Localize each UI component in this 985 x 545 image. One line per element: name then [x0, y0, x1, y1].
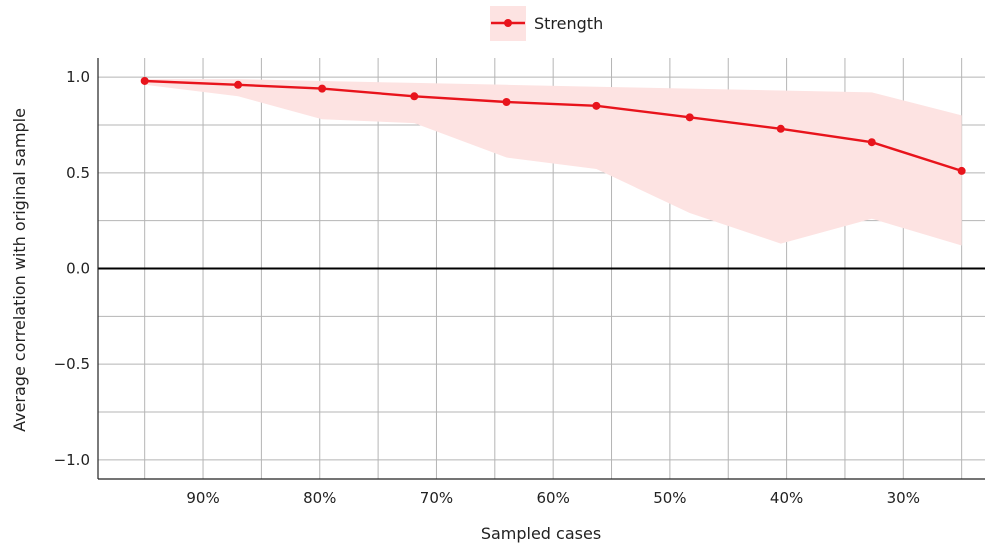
- y-tick-label: 1.0: [66, 68, 90, 86]
- x-tick-label: 40%: [770, 489, 803, 507]
- y-tick-label: −1.0: [54, 451, 90, 469]
- series-line-layer: [144, 79, 963, 173]
- y-tick-label: 0.5: [66, 164, 90, 182]
- x-tick-label: 70%: [420, 489, 453, 507]
- plot-frame: [97, 58, 985, 480]
- y-tick-label: −0.5: [54, 355, 90, 373]
- legend-swatch-marker: [504, 19, 512, 27]
- data-point: [776, 124, 785, 133]
- data-point: [502, 98, 511, 107]
- x-tick-label: 80%: [303, 489, 336, 507]
- x-tick-label: 30%: [887, 489, 920, 507]
- confidence-band-layer: [144, 79, 962, 246]
- tick-labels: 90% 80% 70% 60% 50% 40% 30% −1.0 −0.5 0.0 0.5 1.0: [54, 68, 920, 507]
- x-tick-label: 60%: [536, 489, 569, 507]
- data-points: [140, 76, 966, 175]
- y-axis-title: Average correlation with original sample: [10, 108, 29, 432]
- data-point: [957, 166, 966, 175]
- x-axis-title: Sampled cases: [481, 524, 601, 543]
- x-tick-label: 50%: [653, 489, 686, 507]
- confidence-band: [144, 79, 962, 246]
- x-tick-label: 90%: [186, 489, 219, 507]
- data-point: [234, 80, 243, 89]
- data-point: [410, 92, 419, 101]
- legend-label-strength: Strength: [534, 14, 603, 33]
- data-point: [592, 101, 601, 110]
- data-point: [867, 138, 876, 147]
- data-point: [318, 84, 327, 93]
- data-point: [685, 113, 694, 122]
- series-line-strength: [144, 79, 963, 173]
- legend: Strength: [490, 6, 603, 41]
- y-tick-label: 0.0: [66, 260, 90, 278]
- data-point: [140, 76, 149, 85]
